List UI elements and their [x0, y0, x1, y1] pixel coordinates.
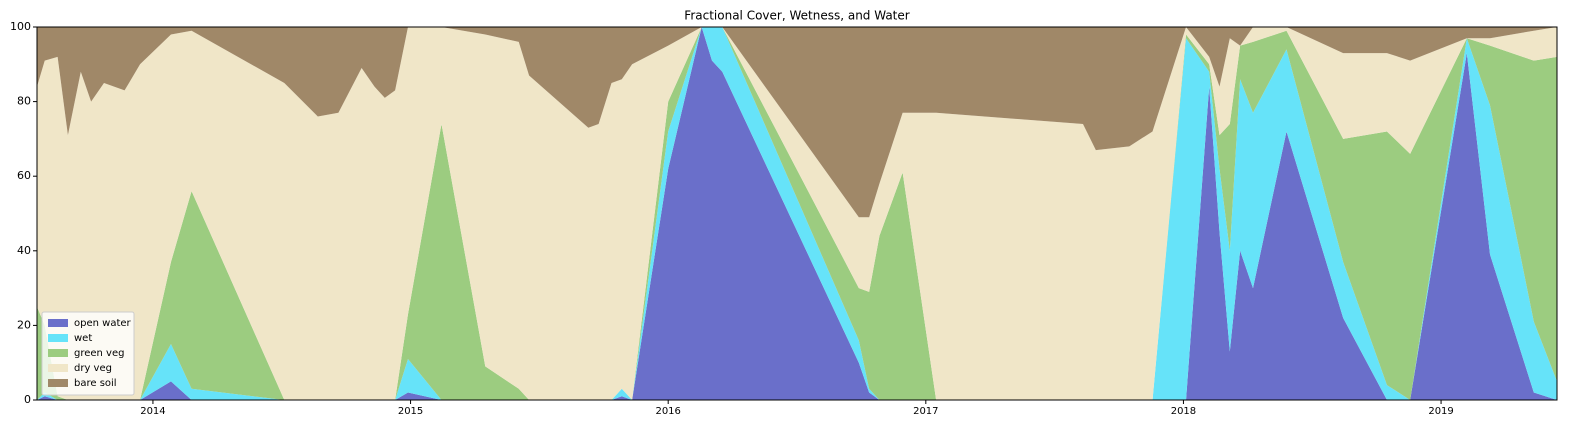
legend-label: dry veg: [74, 363, 112, 374]
legend-swatch: [48, 319, 68, 327]
x-tick-label: 2016: [655, 406, 680, 417]
x-tick-label: 2018: [1171, 406, 1196, 417]
area: [37, 27, 1557, 400]
y-tick-label: 60: [17, 169, 31, 182]
x-tick-label: 2019: [1428, 406, 1453, 417]
area: [37, 27, 1557, 218]
legend-swatch: [48, 364, 68, 372]
area: [37, 27, 1557, 400]
y-tick-label: 20: [17, 318, 31, 331]
chart-title: Fractional Cover, Wetness, and Water: [684, 9, 909, 23]
legend-swatch: [48, 379, 68, 387]
area: [37, 27, 1557, 400]
y-tick-label: 80: [17, 95, 31, 108]
plot-frame: [36, 26, 1558, 401]
legend-box: [41, 311, 135, 396]
x-tick-label: 2015: [398, 406, 423, 417]
legend-label: open water: [74, 318, 132, 329]
x-tick-label: 2017: [913, 406, 938, 417]
legend: open water wet green veg dry veg bare soil: [41, 311, 135, 396]
y-tick-label: 40: [17, 244, 31, 257]
x-tick-label: 2014: [140, 406, 165, 417]
legend-label: bare soil: [74, 378, 117, 389]
y-tick-label: 0: [24, 393, 31, 406]
legend-swatch: [48, 349, 68, 357]
legend-label: green veg: [74, 348, 124, 359]
y-tick-label: 100: [10, 20, 31, 33]
legend-label: wet: [74, 333, 92, 344]
legend-swatch: [48, 334, 68, 342]
area: [37, 27, 1557, 400]
